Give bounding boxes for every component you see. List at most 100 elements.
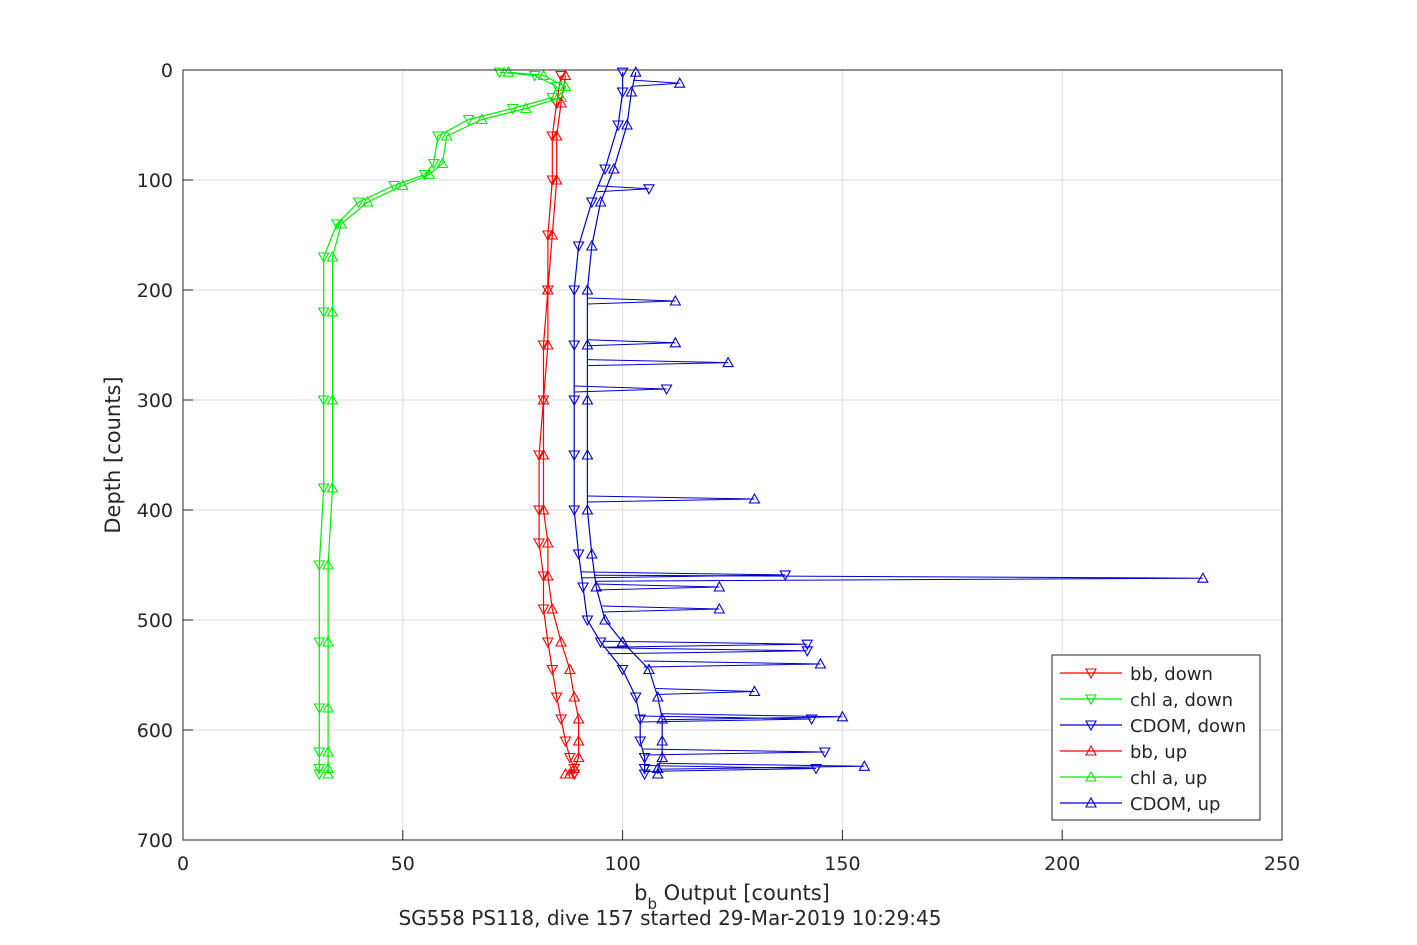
data-point <box>537 69 550 81</box>
legend-swatch-marker <box>1085 694 1097 706</box>
data-point <box>440 129 453 141</box>
spike-point <box>814 657 827 669</box>
spike-line <box>643 748 825 756</box>
spike-point <box>669 336 682 348</box>
y-tick-label: 500 <box>137 610 173 632</box>
data-point <box>638 769 651 781</box>
legend-label: bb, up <box>1130 742 1187 763</box>
data-point <box>651 690 664 702</box>
data-point <box>493 67 506 79</box>
x-axis-label: bb Output [counts] <box>634 881 830 913</box>
data-point <box>423 168 436 180</box>
legend-label: CDOM, up <box>1130 794 1220 815</box>
data-point <box>537 393 550 405</box>
spike-line <box>602 640 808 648</box>
spike-point <box>818 747 831 759</box>
data-point <box>572 751 585 763</box>
x-axis: 0 50 100 150 200 250 <box>177 830 1300 875</box>
data-point <box>656 751 669 763</box>
data-point <box>616 67 629 79</box>
x-tick-label: 100 <box>604 853 640 875</box>
spike-point <box>722 356 735 368</box>
data-point <box>541 637 554 649</box>
spike-point <box>748 685 761 697</box>
x-tick-label: 250 <box>1264 853 1300 875</box>
data-point <box>537 340 550 352</box>
data-point <box>568 340 581 352</box>
data-point <box>621 118 633 130</box>
y-tick-label: 300 <box>137 390 173 412</box>
data-point <box>541 230 554 242</box>
data-point <box>330 219 343 231</box>
data-point <box>568 505 581 517</box>
data-point <box>629 692 642 704</box>
x-axis-label-subscript: b <box>647 895 657 913</box>
spike-point <box>1196 572 1209 583</box>
legend-swatch-marker <box>1085 770 1097 782</box>
data-point <box>638 752 651 764</box>
data-point <box>546 228 559 240</box>
spike-point <box>713 580 726 592</box>
data-point <box>537 571 550 583</box>
data-point <box>541 569 554 581</box>
spike-point <box>836 710 849 722</box>
data-point <box>317 395 330 407</box>
y-tick-label: 0 <box>161 60 173 82</box>
spike-point <box>801 639 814 651</box>
spike-point <box>748 492 761 504</box>
data-point <box>313 560 326 572</box>
data-point <box>533 450 546 462</box>
y-tick-label: 200 <box>137 280 173 302</box>
series-line <box>327 71 567 774</box>
data-point <box>326 305 339 317</box>
x-tick-label: 150 <box>824 853 860 875</box>
data-point <box>559 80 572 92</box>
spike-line <box>581 571 786 579</box>
legend-item: chl a, up <box>1060 768 1207 789</box>
data-point <box>546 92 559 104</box>
legend-swatch-marker <box>1085 796 1097 808</box>
spike-line <box>587 339 676 347</box>
figure-caption: SG558 PS118, dive 157 started 29-Mar-201… <box>398 906 941 930</box>
legend-swatch-marker <box>1085 668 1097 680</box>
spike-line <box>587 495 755 503</box>
data-point <box>568 690 581 702</box>
data-point <box>651 767 664 779</box>
data-point <box>322 762 335 774</box>
data-point <box>581 283 594 295</box>
spike-line <box>640 715 812 723</box>
spike-line <box>633 79 680 87</box>
x-axis-label-rest: Output [counts] <box>657 881 830 905</box>
data-point <box>638 763 651 775</box>
data-point <box>656 712 669 724</box>
data-point <box>585 547 598 559</box>
series-line <box>542 75 580 775</box>
y-tick-label: 700 <box>137 830 173 852</box>
data-point <box>335 217 348 229</box>
spike-line <box>596 583 720 591</box>
y-axis-label: Depth [counts] <box>101 376 125 533</box>
data-point <box>594 195 607 207</box>
data-point <box>581 448 594 460</box>
data-point <box>555 635 567 647</box>
legend-item: bb, up <box>1060 742 1187 763</box>
data-point <box>313 747 326 759</box>
spike-point <box>713 602 726 614</box>
plot-frame <box>182 69 1283 841</box>
data-point <box>559 736 572 748</box>
data-point <box>322 701 335 713</box>
data-point <box>396 179 409 191</box>
data-point <box>612 120 625 132</box>
data-point <box>432 131 444 143</box>
x-axis-label-main: b <box>634 881 647 905</box>
data-point <box>585 197 598 209</box>
data-point <box>559 69 572 81</box>
series-chl-a-up <box>322 66 572 779</box>
data-point <box>568 762 581 774</box>
legend-swatch-marker <box>1085 744 1097 756</box>
data-point <box>634 714 647 726</box>
y-tick-label: 400 <box>137 500 173 522</box>
data-point <box>581 615 594 627</box>
data-point <box>581 503 594 515</box>
data-point <box>352 197 365 209</box>
